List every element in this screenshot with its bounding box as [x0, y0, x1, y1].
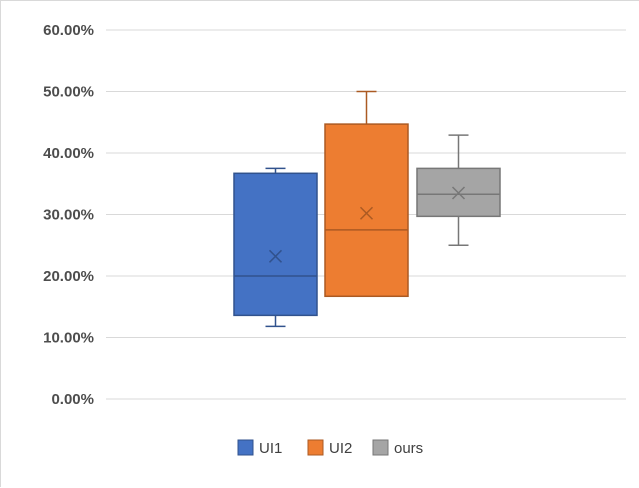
y-axis-tick-labels: 0.00% 10.00% 20.00% 30.00% 40.00% 50.00% 60.00… — [43, 22, 94, 408]
legend-swatch-ui2 — [307, 439, 324, 456]
y-tick-label: 0.00% — [51, 391, 94, 408]
mean-marker — [451, 186, 466, 200]
box-ours — [416, 134, 501, 246]
mean-marker — [268, 249, 283, 263]
y-tick-label: 30.00% — [43, 207, 94, 224]
legend: UI1 UI2 ours — [237, 439, 423, 457]
legend-swatch-ui1 — [237, 439, 254, 456]
box-ui2 — [324, 90, 409, 298]
y-tick-label: 10.00% — [43, 330, 94, 347]
box-body — [324, 123, 409, 298]
y-tick-label: 40.00% — [43, 145, 94, 162]
y-tick-label: 60.00% — [43, 22, 94, 39]
legend-label-ui2: UI2 — [329, 440, 352, 457]
mean-marker — [359, 206, 374, 220]
y-tick-label: 20.00% — [43, 268, 94, 285]
box-body — [233, 172, 318, 317]
boxes — [233, 90, 501, 328]
box-ui1 — [233, 167, 318, 328]
legend-label-ours: ours — [394, 440, 423, 457]
y-tick-label: 50.00% — [43, 84, 94, 101]
legend-swatch-ours — [372, 439, 389, 456]
legend-label-ui1: UI1 — [259, 440, 282, 457]
